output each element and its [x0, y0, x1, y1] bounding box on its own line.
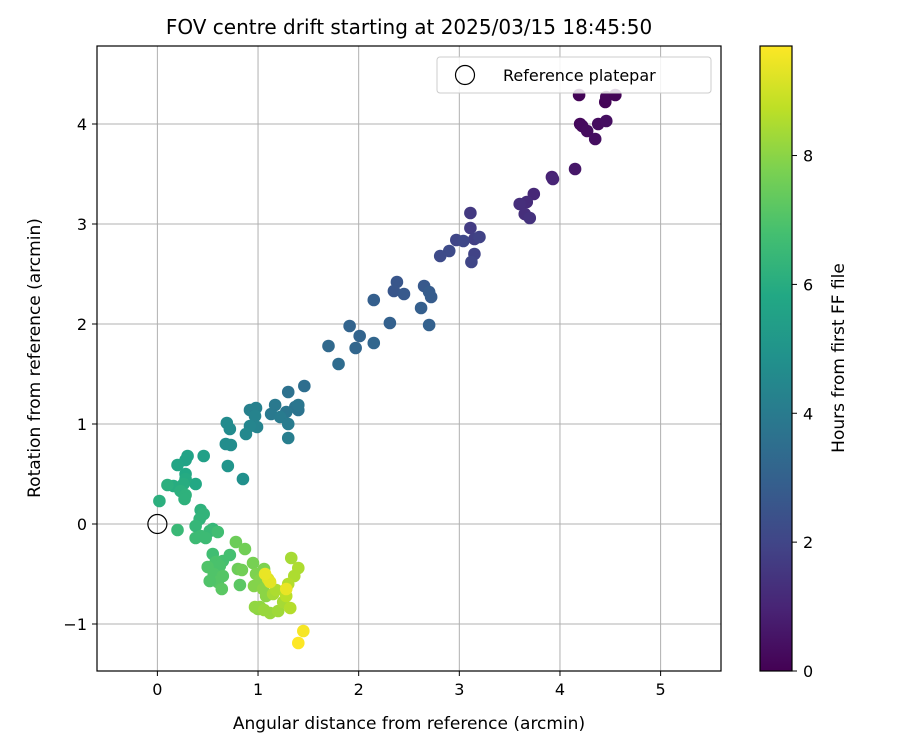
data-point: [279, 582, 293, 596]
colorbar-label: Hours from first FF file: [829, 263, 849, 453]
colorbar-tick-label: 2: [803, 533, 813, 552]
data-point: [457, 234, 470, 248]
x-tick-label: 2: [354, 680, 364, 699]
data-point: [203, 574, 217, 588]
data-point: [387, 284, 401, 298]
data-point: [513, 197, 527, 211]
data-point: [353, 329, 366, 343]
data-point: [229, 535, 243, 549]
data-point: [588, 132, 602, 146]
plot-frame: [96, 45, 722, 672]
data-point: [171, 523, 184, 537]
grid-lines: [97, 46, 721, 671]
data-point: [297, 624, 310, 638]
data-point: [568, 162, 582, 176]
data-point: [349, 341, 362, 355]
data-point: [215, 582, 229, 596]
data-point: [422, 318, 436, 332]
x-tick-label: 0: [152, 680, 162, 699]
data-point: [211, 525, 225, 539]
data-point: [464, 221, 477, 235]
data-point: [473, 230, 486, 244]
data-point: [236, 472, 250, 486]
colorbar-tick-label: 6: [803, 275, 813, 294]
colorbar-ticks: 0 2 4 6 8: [792, 147, 813, 681]
data-point: [322, 339, 335, 353]
data-point: [523, 211, 537, 225]
y-axis-label: Rotation from reference (arcmin): [25, 218, 45, 498]
y-tick-label: 1: [77, 415, 87, 434]
data-point: [283, 601, 297, 615]
data-point: [178, 492, 191, 506]
plot-area: [97, 46, 721, 671]
data-point: [189, 519, 202, 533]
data-point: [546, 172, 560, 186]
data-point: [189, 477, 202, 491]
data-point: [199, 531, 212, 545]
data-point: [397, 287, 411, 301]
chart-title: FOV centre drift starting at 2025/03/15 …: [166, 15, 652, 39]
data-point: [161, 478, 174, 492]
data-point: [291, 398, 305, 412]
legend-entry-reference: Reference platepar: [503, 66, 656, 85]
data-point: [291, 636, 305, 650]
data-point: [189, 531, 202, 545]
axis-ticks: 0 1 2 3 4 5 −1 0 1 2 3 4: [63, 115, 665, 699]
colorbar-frame: [759, 45, 793, 672]
data-point: [284, 551, 298, 565]
data-point: [239, 427, 253, 441]
data-point: [258, 567, 272, 581]
legend-box: [436, 56, 712, 94]
y-tick-label: 4: [77, 115, 87, 134]
x-tick-label: 1: [253, 680, 263, 699]
data-point: [197, 449, 210, 463]
data-point: [281, 417, 295, 431]
data-point: [246, 556, 260, 570]
data-point: [248, 409, 262, 423]
y-tick-label: 2: [77, 315, 87, 334]
reference-marker-layer: [147, 513, 168, 535]
data-point: [171, 458, 184, 472]
data-point: [298, 379, 311, 393]
data-point: [332, 357, 345, 371]
data-point: [367, 293, 381, 307]
data-point: [383, 316, 397, 330]
reference-platepar-marker: [147, 513, 168, 535]
data-point: [599, 114, 613, 128]
data-point: [281, 431, 295, 445]
legend-marker-reference: [454, 64, 476, 86]
y-tick-label: 0: [77, 515, 87, 534]
colorbar-tick-label: 4: [803, 404, 813, 423]
x-axis-label: Angular distance from reference (arcmin): [233, 714, 585, 734]
data-point: [233, 578, 247, 592]
x-tick-label: 4: [555, 680, 565, 699]
data-point: [343, 319, 356, 333]
x-tick-label: 3: [454, 680, 464, 699]
data-point: [464, 206, 477, 220]
data-point: [424, 290, 438, 304]
data-point: [580, 124, 594, 138]
data-point: [224, 438, 238, 452]
colorbar: 0 2 4 6 8 Hours from first FF file: [759, 45, 849, 681]
data-point: [414, 301, 428, 315]
y-tick-label: 3: [77, 215, 87, 234]
data-point: [433, 249, 447, 263]
legend: Reference platepar: [436, 56, 712, 94]
colorbar-gradient: [760, 46, 792, 671]
data-point: [367, 336, 381, 350]
x-tick-label: 5: [656, 680, 666, 699]
data-point: [223, 422, 237, 436]
y-tick-label: −1: [63, 615, 87, 634]
data-point: [221, 459, 235, 473]
colorbar-tick-label: 0: [803, 662, 813, 681]
data-point: [238, 542, 252, 556]
data-point: [465, 255, 478, 269]
colorbar-tick-label: 8: [803, 147, 813, 166]
data-point: [153, 494, 166, 508]
data-point: [281, 385, 295, 399]
data-point: [235, 563, 249, 577]
